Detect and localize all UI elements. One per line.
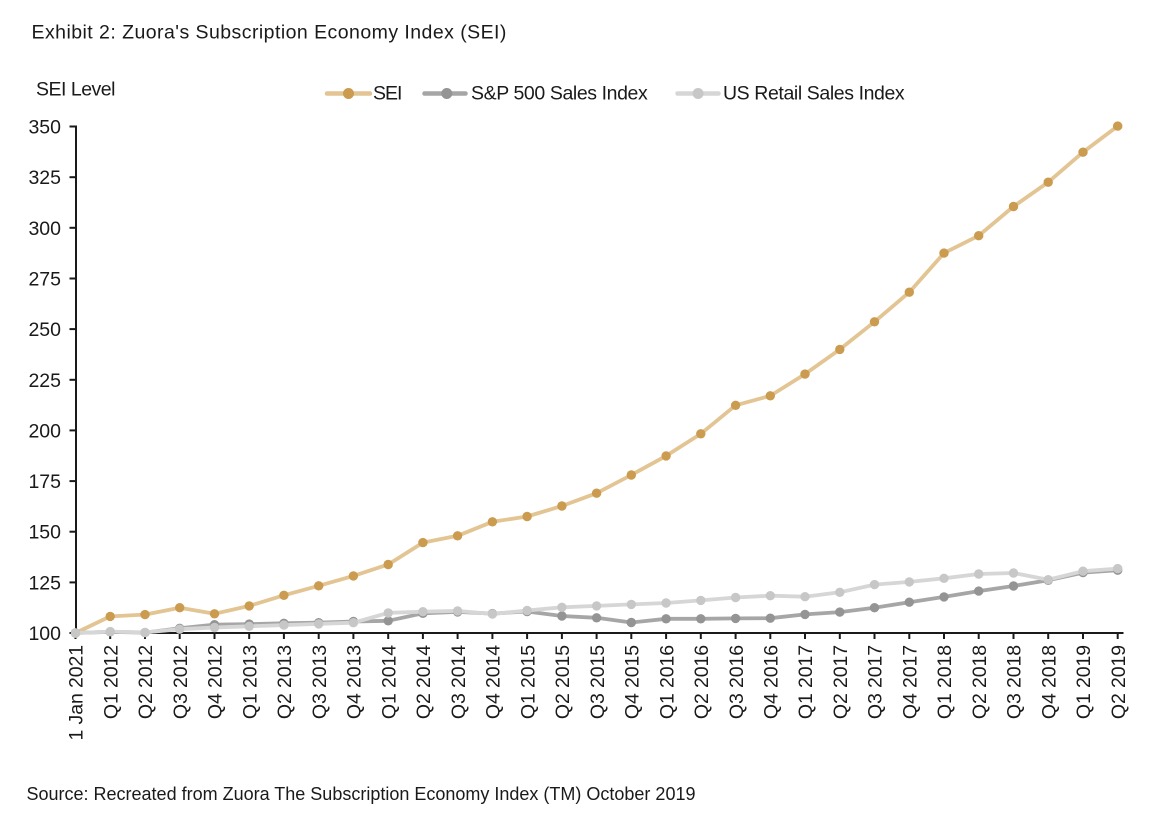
svg-text:Q2 2015: Q2 2015 [552,645,574,719]
svg-text:225: 225 [28,370,61,392]
svg-text:Q3 2016: Q3 2016 [726,645,748,719]
svg-text:175: 175 [28,471,61,493]
svg-text:US Retail Sales Index: US Retail Sales Index [723,83,905,105]
svg-text:S&P 500 Sales Index: S&P 500 Sales Index [471,83,648,105]
svg-text:Source: Recreated from Zuora T: Source: Recreated from Zuora The Subscri… [27,784,696,804]
svg-text:Q3 2013: Q3 2013 [309,645,331,719]
svg-text:300: 300 [28,218,61,240]
svg-text:SEI Level: SEI Level [36,79,115,101]
svg-text:125: 125 [28,572,61,594]
svg-text:Q4 2012: Q4 2012 [205,645,227,719]
svg-text:Q3 2018: Q3 2018 [1004,645,1026,719]
svg-text:Q3 2014: Q3 2014 [448,645,470,719]
svg-text:Q1 2018: Q1 2018 [934,645,956,719]
svg-text:325: 325 [28,167,61,189]
svg-text:Q2 2014: Q2 2014 [413,645,435,719]
svg-text:150: 150 [28,522,61,544]
svg-text:Q1 2014: Q1 2014 [378,645,400,719]
svg-text:Q3 2015: Q3 2015 [587,645,609,719]
svg-text:350: 350 [28,117,61,139]
svg-text:Q4 2015: Q4 2015 [622,645,644,719]
svg-text:Q4 2018: Q4 2018 [1038,645,1060,719]
svg-text:Q1 2017: Q1 2017 [795,645,817,719]
svg-text:SEI: SEI [373,83,401,105]
svg-text:Q3 2017: Q3 2017 [865,645,887,719]
svg-text:275: 275 [28,269,61,291]
svg-text:Q4 2017: Q4 2017 [900,645,922,719]
svg-text:250: 250 [28,319,61,341]
svg-text:1 Jan 2021: 1 Jan 2021 [66,645,88,741]
svg-text:Q3 2012: Q3 2012 [170,645,192,719]
svg-text:Q1 2015: Q1 2015 [517,645,539,719]
svg-text:100: 100 [28,623,61,645]
svg-text:Q2 2019: Q2 2019 [1108,645,1130,719]
svg-text:Q1 2012: Q1 2012 [100,645,122,719]
svg-text:200: 200 [28,420,61,442]
svg-text:Q4 2016: Q4 2016 [761,645,783,719]
svg-text:Q2 2018: Q2 2018 [969,645,991,719]
svg-text:Q1 2013: Q1 2013 [239,645,261,719]
svg-text:Q2 2013: Q2 2013 [274,645,296,719]
svg-text:Q4 2013: Q4 2013 [344,645,366,719]
svg-text:Q2 2017: Q2 2017 [830,645,852,719]
svg-text:Q2 2016: Q2 2016 [691,645,713,719]
svg-text:Q1 2019: Q1 2019 [1073,645,1095,719]
svg-text:Q2 2012: Q2 2012 [135,645,157,719]
svg-text:Exhibit 2: Zuora's Subscriptio: Exhibit 2: Zuora's Subscription Economy … [32,22,507,44]
svg-text:Q1 2016: Q1 2016 [656,645,678,719]
svg-text:Q4 2014: Q4 2014 [483,645,505,719]
